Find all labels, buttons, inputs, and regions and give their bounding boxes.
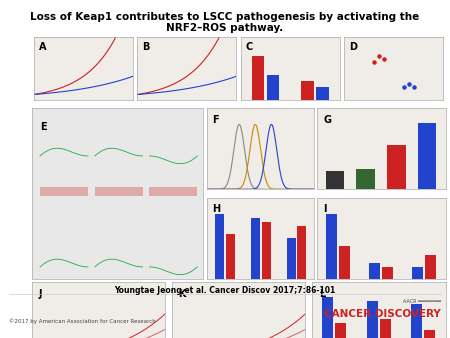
- Text: E: E: [40, 122, 47, 132]
- Bar: [215, 214, 224, 279]
- FancyBboxPatch shape: [149, 187, 198, 196]
- Bar: [287, 238, 296, 279]
- Bar: [380, 319, 391, 338]
- Bar: [418, 123, 436, 189]
- Text: L: L: [319, 289, 325, 299]
- Text: CANCER DISCOVERY: CANCER DISCOVERY: [324, 309, 441, 319]
- FancyBboxPatch shape: [95, 187, 143, 196]
- Text: Loss of Keap1 contributes to LSCC pathogenesis by activating the NRF2–ROS pathwa: Loss of Keap1 contributes to LSCC pathog…: [31, 12, 419, 33]
- Text: C: C: [246, 42, 253, 52]
- Bar: [252, 56, 264, 100]
- Bar: [369, 263, 380, 279]
- Point: [400, 84, 407, 90]
- Text: K: K: [178, 289, 186, 299]
- Point: [405, 81, 412, 87]
- Bar: [335, 323, 346, 338]
- Bar: [267, 75, 279, 100]
- Bar: [339, 246, 350, 279]
- Text: J: J: [38, 289, 42, 299]
- Bar: [382, 267, 393, 279]
- Point: [375, 53, 382, 59]
- FancyBboxPatch shape: [40, 298, 88, 307]
- Text: G: G: [323, 115, 331, 125]
- Bar: [411, 304, 422, 338]
- Bar: [322, 297, 333, 338]
- Point: [410, 84, 417, 90]
- Bar: [302, 81, 314, 100]
- Point: [370, 59, 378, 65]
- Point: [380, 56, 387, 62]
- Bar: [251, 218, 260, 279]
- FancyBboxPatch shape: [149, 298, 198, 307]
- Bar: [424, 330, 436, 338]
- Bar: [326, 214, 337, 279]
- Bar: [261, 222, 270, 279]
- Text: Youngtae Jeong et al. Cancer Discov 2017;7:86-101: Youngtae Jeong et al. Cancer Discov 2017…: [114, 286, 336, 295]
- Text: ©2017 by American Association for Cancer Research: ©2017 by American Association for Cancer…: [9, 319, 156, 324]
- Bar: [297, 226, 306, 279]
- Text: A: A: [39, 42, 46, 52]
- Bar: [316, 87, 328, 100]
- Text: F: F: [212, 115, 219, 125]
- Bar: [425, 255, 436, 279]
- Text: I: I: [323, 204, 327, 214]
- Text: B: B: [142, 42, 149, 52]
- FancyBboxPatch shape: [95, 298, 143, 307]
- Bar: [326, 171, 344, 189]
- Bar: [412, 267, 423, 279]
- Text: AACR ════════: AACR ════════: [403, 299, 441, 304]
- Text: H: H: [212, 204, 220, 214]
- Bar: [226, 234, 235, 279]
- FancyBboxPatch shape: [40, 187, 88, 196]
- Bar: [387, 145, 405, 189]
- Text: D: D: [349, 42, 357, 52]
- Bar: [356, 169, 375, 189]
- Bar: [366, 301, 378, 338]
